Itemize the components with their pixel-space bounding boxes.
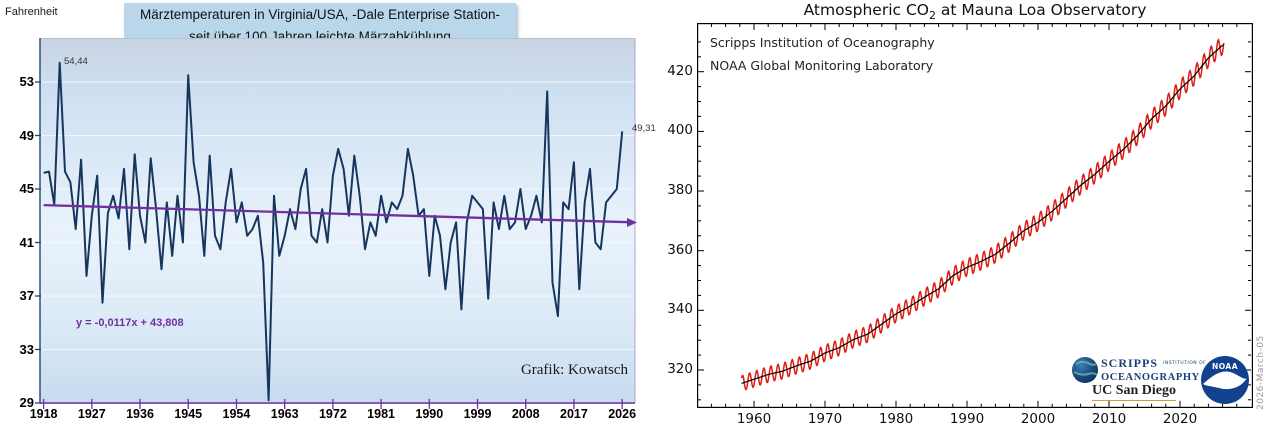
y-tick-label: 33 (19, 341, 34, 357)
noaa-seagull-icon (1203, 371, 1247, 390)
y-tick-label: 45 (19, 181, 34, 196)
title-part: at Mauna Loa Observatory (935, 1, 1147, 19)
scripps-oceanography-logo: SCRIPPS INSTITUTION OF OCEANOGRAPHY (1072, 356, 1206, 383)
x-tick-label: 1960 (736, 411, 772, 427)
x-tick-label: 1945 (174, 407, 203, 421)
y-tick-label: 340 (667, 301, 693, 318)
scripps-logo-text: SCRIPPS (1101, 356, 1158, 370)
mauna-loa-co2-chart: Atmospheric CO2 at Mauna Loa Observatory… (660, 0, 1278, 433)
x-tick-label: 1990 (949, 411, 985, 427)
y-tick-label: 360 (667, 241, 693, 258)
y-tick-label: 380 (667, 182, 693, 199)
x-tick-label: 1954 (222, 407, 251, 421)
temperature-line-chart (35, 38, 637, 409)
y-tick-label: 49 (19, 127, 34, 143)
x-tick-label: 1927 (77, 407, 106, 421)
end-value-annotation: 49,31 (632, 123, 656, 134)
peak-value-annotation: 54,44 (64, 56, 88, 67)
y-tick-label: 29 (19, 395, 34, 410)
chart-title: Atmospheric CO2 at Mauna Loa Observatory (660, 1, 1278, 22)
x-tick-label: 1963 (270, 407, 299, 421)
y-tick-label: 320 (667, 361, 693, 377)
x-tick-label: 2026 (608, 407, 637, 421)
x-tick-label: 2008 (511, 407, 540, 421)
x-tick-label: 1972 (318, 407, 347, 421)
x-tick-label: 2020 (1162, 411, 1198, 427)
scripps-logo-text2: OCEANOGRAPHY (1101, 372, 1200, 383)
x-tick-label: 1970 (807, 411, 843, 427)
plot-date-stamp: 2026-March-05 (1256, 335, 1266, 410)
y-axis-unit-label: Fahrenheit (5, 6, 58, 18)
x-tick-label: 2017 (560, 407, 588, 421)
title-subscript: 2 (928, 9, 936, 23)
x-tick-label: 1981 (367, 407, 395, 421)
scripps-logo-subtext: INSTITUTION OF (1163, 360, 1206, 366)
x-tick-label: 1990 (415, 407, 444, 421)
x-tick-label: 1918 (29, 407, 58, 421)
co2-keeling-curve (697, 23, 1253, 408)
virginia-march-temperature-chart: Fahrenheit Märztemperaturen in Virginia/… (5, 3, 656, 421)
x-tick-label: 2000 (1020, 411, 1056, 427)
chart-title-line1: Märztemperaturen in Virginia/USA, -Dale … (140, 6, 500, 22)
noaa-logo: NOAA (1201, 356, 1249, 404)
y-tick-label: 400 (667, 122, 693, 139)
x-tick-label: 1936 (126, 407, 154, 421)
globe-icon (1072, 357, 1098, 383)
y-tick-label: 41 (19, 234, 34, 250)
x-tick-label: 1980 (878, 411, 914, 427)
y-tick-label: 37 (19, 288, 34, 303)
institution-note-2: NOAA Global Monitoring Laboratory (710, 58, 934, 73)
title-part: Atmospheric CO (803, 1, 929, 19)
uc-san-diego-wordmark: UC San Diego (1092, 383, 1177, 401)
x-tick-label: 1999 (463, 407, 492, 421)
plot-area (40, 38, 635, 404)
y-tick-label: 53 (19, 74, 34, 89)
y-tick-label: 420 (667, 62, 693, 79)
chart-credit: Grafik: Kowatsch (520, 362, 628, 378)
trend-equation-label: y = -0,0117x + 43,808 (76, 317, 184, 329)
x-tick-label: 2010 (1091, 411, 1127, 427)
noaa-logo-text: NOAA (1212, 362, 1238, 371)
institution-note-1: Scripps Institution of Oceanography (710, 35, 935, 50)
